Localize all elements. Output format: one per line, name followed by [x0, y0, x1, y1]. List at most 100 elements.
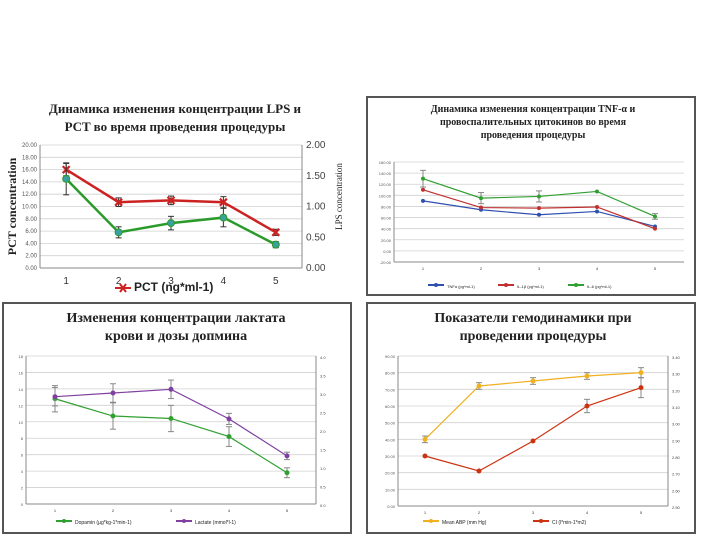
y2-tick-label: 3.10 [672, 405, 681, 410]
data-point [110, 413, 116, 419]
data-point [62, 174, 71, 183]
chart-lactate-frame: Изменения концентрации лактата крови и до… [2, 302, 352, 534]
data-point [530, 378, 536, 384]
data-point [166, 196, 176, 205]
x-tick-label: 4 [586, 510, 589, 515]
x-tick-label: 3 [532, 510, 535, 515]
data-point [421, 187, 425, 192]
x-tick-label: 5 [640, 510, 643, 515]
chart-title-line: Динамика изменения концентрации TNF-α и [431, 104, 636, 115]
y-tick-label: 10 [19, 420, 24, 425]
y2-tick-label: 3.40 [672, 355, 681, 360]
data-point [584, 373, 590, 379]
y-tick-label: 40.00 [381, 227, 392, 232]
y2-tick-label: 2.60 [672, 488, 681, 493]
legend-marker [434, 283, 438, 287]
y-tick-label: 8 [21, 436, 24, 441]
y-tick-label: 4 [21, 469, 24, 474]
y2-tick-label: 2.70 [672, 472, 681, 477]
chart-title-line: Динамика изменения концентрации LPS и [49, 101, 302, 116]
y2-tick-label: 3.00 [672, 422, 681, 427]
x-tick-label: 5 [273, 276, 279, 287]
x-tick-label: 1 [424, 510, 427, 515]
data-point [421, 198, 425, 203]
y2-tick-label: 3.5 [320, 374, 326, 379]
legend-label: Lactate (mmol*l-1) [195, 520, 236, 526]
x-tick-label: 2 [480, 266, 483, 271]
data-point [479, 205, 483, 210]
data-point [638, 385, 644, 391]
x-tick-label: 1 [422, 266, 425, 271]
chart-title-line: проведении процедуры [460, 329, 607, 344]
chart-lps-pct: Динамика изменения концентрации LPS и PCT… [0, 95, 360, 305]
y2-tick-label: 3.30 [672, 372, 681, 377]
y-tick-label: 6.00 [25, 229, 37, 235]
y-tick-label: 14.00 [22, 180, 38, 186]
data-point [537, 194, 541, 199]
data-point [168, 386, 174, 392]
data-point [284, 453, 290, 459]
chart-title-line: проведения процедуры [481, 130, 586, 141]
y-tick-label: 80.00 [381, 204, 392, 209]
y-tick-label: 2.00 [25, 254, 37, 260]
x-tick-label: 4 [228, 508, 231, 513]
data-point [595, 205, 599, 209]
data-point [476, 468, 482, 474]
y-tick-label: 14 [19, 387, 24, 392]
data-point [219, 197, 228, 207]
data-point [537, 212, 541, 217]
y2-tick-label: 2.90 [672, 438, 681, 443]
chart-tnf-svg: Динамика изменения концентрации TNF-α и п… [379, 104, 684, 289]
data-point [226, 416, 232, 422]
y-tick-label: 18 [19, 354, 24, 359]
y-tick-label: 0.00 [25, 266, 37, 272]
legend-label: CI (l*min-1*m2) [552, 520, 587, 526]
data-point [271, 228, 281, 237]
x-tick-label: 2 [116, 276, 122, 287]
chart-lactate-svg: Изменения концентрации лактата крови и до… [19, 311, 327, 526]
y-tick-label: 60.00 [381, 216, 392, 221]
y2-tick-label: 2.80 [672, 455, 681, 460]
y-tick-label: 30.00 [385, 454, 396, 459]
y-tick-label: 0.00 [387, 504, 396, 509]
y-tick-label: 100.00 [379, 193, 392, 198]
y2-tick-label: 1.50 [306, 171, 326, 182]
y-tick-label: 20.00 [22, 143, 38, 149]
y2-axis-label: LPS concentration [334, 163, 344, 230]
data-point [476, 383, 482, 389]
legend-label: Dopamin (µg*kg-1*min-1) [75, 520, 132, 526]
data-point [638, 370, 644, 376]
y-tick-label: 0 [21, 502, 24, 507]
y-tick-label: 120.00 [379, 182, 392, 187]
chart-hemodynamics-svg: Показатели гемодинамики при проведении пр… [385, 311, 681, 526]
legend-marker [429, 519, 433, 523]
data-point [422, 453, 428, 459]
data-point [479, 196, 483, 201]
data-point [167, 219, 175, 228]
y-tick-label: 70.00 [385, 387, 396, 392]
chart-title-line: крови и дозы допмина [105, 329, 247, 344]
x-tick-label: 3 [168, 276, 174, 287]
y-tick-label: 90.00 [385, 354, 396, 359]
data-point [284, 470, 290, 476]
chart-hemodynamics-frame: Показатели гемодинамики при проведении пр… [366, 302, 696, 534]
legend-label: PCT (ng*ml-1) [134, 280, 213, 294]
data-point [584, 403, 590, 409]
y-axis-label: PCT concentration [5, 157, 19, 255]
legend-marker [539, 519, 543, 523]
y-tick-label: 40.00 [385, 437, 396, 442]
chart-title-line: Показатели гемодинамики при [434, 311, 631, 326]
data-point [537, 206, 541, 211]
data-point [271, 240, 280, 249]
x-tick-label: 4 [596, 266, 599, 271]
x-tick-label: 1 [63, 276, 69, 287]
y-tick-label: 10.00 [22, 205, 38, 211]
chart-title-line: PCT во время проведения процедуры [65, 119, 286, 134]
x-tick-label: 5 [286, 508, 289, 513]
x-tick-label: 1 [54, 508, 57, 513]
legend-label: IL-6 (pg*ml-1) [587, 284, 612, 289]
y2-tick-label: 1.0 [320, 466, 326, 471]
y2-tick-label: 2.0 [320, 429, 326, 434]
y-tick-label: 20.00 [385, 471, 396, 476]
y2-tick-label: 0.0 [320, 503, 326, 508]
